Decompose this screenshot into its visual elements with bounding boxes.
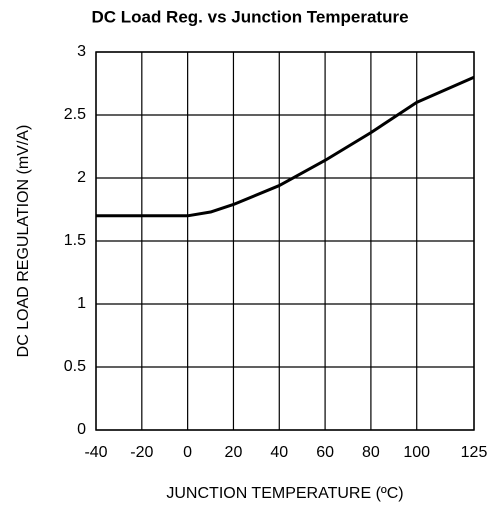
x-tick-label: 60 [316, 444, 334, 461]
y-tick-label: 3 [77, 43, 86, 60]
x-tick-label: 20 [225, 444, 243, 461]
x-tick-label: 0 [183, 444, 192, 461]
x-axis-label: JUNCTION TEMPERATURE (ºC) [166, 485, 403, 502]
x-tick-label: -40 [84, 444, 107, 461]
x-tick-label: 40 [270, 444, 288, 461]
y-axis-label: DC LOAD REGULATION (mV/A) [15, 125, 32, 358]
y-tick-label: 2.5 [64, 106, 86, 123]
y-tick-label: 1 [77, 295, 86, 312]
y-tick-label: 1.5 [64, 232, 86, 249]
x-tick-label: -20 [130, 444, 153, 461]
y-tick-label: 0.5 [64, 358, 86, 375]
chart-title: DC Load Reg. vs Junction Temperature [91, 7, 408, 26]
x-tick-label: 125 [461, 444, 488, 461]
x-tick-label: 100 [403, 444, 430, 461]
data-line [96, 75, 475, 218]
y-tick-label: 2 [77, 169, 86, 186]
x-tick-label: 80 [362, 444, 380, 461]
y-tick-label: 0 [77, 421, 86, 438]
